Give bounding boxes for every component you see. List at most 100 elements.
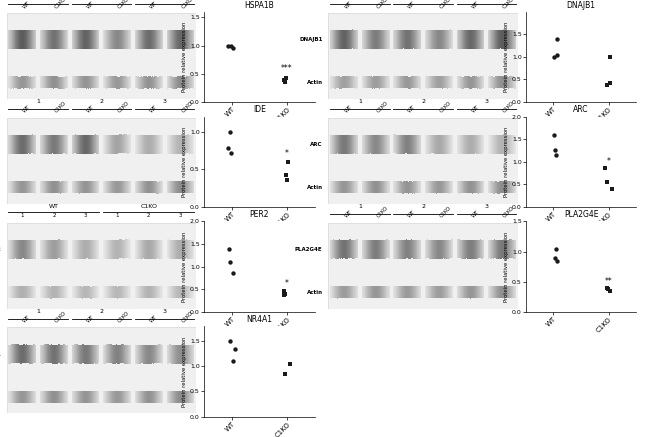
Text: WT: WT bbox=[22, 314, 32, 324]
Title: HSPA1B: HSPA1B bbox=[244, 0, 274, 10]
Text: PER2: PER2 bbox=[0, 246, 1, 252]
Point bbox=[549, 53, 559, 60]
Text: 3: 3 bbox=[162, 309, 166, 314]
Text: WT: WT bbox=[86, 0, 95, 9]
Text: WT: WT bbox=[471, 0, 480, 9]
Text: C1KO: C1KO bbox=[54, 310, 68, 324]
Title: ARC: ARC bbox=[573, 105, 589, 114]
Point bbox=[606, 185, 617, 192]
Text: 3: 3 bbox=[162, 99, 166, 104]
Text: Actin: Actin bbox=[0, 185, 1, 190]
Text: 3: 3 bbox=[179, 213, 182, 218]
Text: WT: WT bbox=[22, 0, 32, 9]
Text: C1KO: C1KO bbox=[439, 205, 452, 219]
Title: DNAJB1: DNAJB1 bbox=[567, 0, 595, 10]
Text: WT: WT bbox=[149, 0, 159, 9]
Point bbox=[229, 345, 240, 352]
Text: WT: WT bbox=[344, 209, 354, 219]
Y-axis label: Protein relative expression: Protein relative expression bbox=[504, 231, 509, 302]
Point bbox=[283, 158, 294, 165]
Text: WT: WT bbox=[471, 104, 480, 114]
Title: NR4A1: NR4A1 bbox=[246, 315, 272, 324]
Text: *: * bbox=[285, 279, 289, 288]
Text: Actin: Actin bbox=[0, 290, 1, 295]
Text: WT: WT bbox=[344, 104, 354, 114]
Point bbox=[226, 42, 237, 49]
Point bbox=[228, 358, 239, 365]
Point bbox=[285, 361, 295, 368]
Text: 1: 1 bbox=[358, 204, 362, 209]
Point bbox=[279, 77, 289, 84]
Text: *: * bbox=[285, 149, 289, 158]
Point bbox=[280, 290, 290, 297]
Point bbox=[604, 80, 615, 87]
Text: WT: WT bbox=[86, 314, 95, 324]
Point bbox=[224, 145, 234, 152]
Text: C1KO: C1KO bbox=[140, 204, 157, 209]
Text: C1KO: C1KO bbox=[181, 0, 194, 9]
Text: HSPA1B: HSPA1B bbox=[0, 37, 1, 42]
Text: 1: 1 bbox=[36, 99, 40, 104]
Text: 3: 3 bbox=[484, 99, 488, 104]
Text: C1KO: C1KO bbox=[376, 205, 389, 219]
Text: **: ** bbox=[605, 277, 612, 286]
Y-axis label: Protein relative expression: Protein relative expression bbox=[182, 231, 187, 302]
Text: 2: 2 bbox=[52, 213, 56, 218]
Point bbox=[602, 284, 612, 291]
Text: WT: WT bbox=[408, 209, 417, 219]
Point bbox=[552, 257, 562, 264]
Text: WT: WT bbox=[344, 0, 354, 9]
Text: WT: WT bbox=[149, 104, 159, 114]
Text: ARC: ARC bbox=[310, 142, 322, 147]
Y-axis label: Protein relative expression: Protein relative expression bbox=[504, 21, 509, 92]
Text: 1: 1 bbox=[358, 99, 362, 104]
Point bbox=[224, 128, 235, 135]
Point bbox=[551, 152, 561, 159]
Text: 2: 2 bbox=[421, 99, 425, 104]
Point bbox=[281, 172, 292, 179]
Text: C1KO: C1KO bbox=[54, 0, 68, 9]
Point bbox=[551, 35, 562, 42]
Text: C1KO: C1KO bbox=[502, 0, 515, 9]
Text: C1KO: C1KO bbox=[502, 205, 515, 219]
Text: Actin: Actin bbox=[0, 395, 1, 399]
Text: IDE: IDE bbox=[0, 142, 1, 147]
Text: WT: WT bbox=[471, 209, 480, 219]
Text: Actin: Actin bbox=[307, 290, 322, 295]
Text: 1: 1 bbox=[116, 213, 119, 218]
Text: 2: 2 bbox=[147, 213, 151, 218]
Text: C1KO: C1KO bbox=[54, 101, 68, 114]
Point bbox=[280, 371, 290, 378]
Point bbox=[605, 287, 616, 294]
Text: WT: WT bbox=[149, 314, 159, 324]
Point bbox=[280, 75, 291, 82]
Point bbox=[279, 288, 289, 295]
Text: 2: 2 bbox=[99, 99, 103, 104]
Text: Actin: Actin bbox=[307, 80, 322, 85]
Y-axis label: Protein relative expression: Protein relative expression bbox=[183, 126, 187, 197]
Text: 2: 2 bbox=[421, 204, 425, 209]
Title: IDE: IDE bbox=[253, 105, 266, 114]
Title: PLA2G4E: PLA2G4E bbox=[564, 210, 598, 219]
Y-axis label: Protein relative expression: Protein relative expression bbox=[504, 126, 509, 197]
Point bbox=[225, 338, 235, 345]
Text: C1KO: C1KO bbox=[181, 310, 194, 324]
Point bbox=[600, 165, 610, 172]
Y-axis label: Protein relative expression: Protein relative expression bbox=[183, 336, 187, 407]
Point bbox=[280, 79, 290, 86]
Text: 1: 1 bbox=[21, 213, 24, 218]
Y-axis label: Protein relative expression: Protein relative expression bbox=[183, 21, 187, 92]
Text: C1KO: C1KO bbox=[117, 0, 131, 9]
Text: ***: *** bbox=[281, 64, 292, 73]
Text: 3: 3 bbox=[84, 213, 87, 218]
Text: WT: WT bbox=[408, 0, 417, 9]
Text: DNAJB1: DNAJB1 bbox=[299, 37, 322, 42]
Text: PLA2G4E: PLA2G4E bbox=[295, 246, 322, 252]
Point bbox=[551, 51, 562, 58]
Title: PER2: PER2 bbox=[250, 210, 269, 219]
Point bbox=[551, 245, 562, 252]
Text: WT: WT bbox=[408, 104, 417, 114]
Text: 3: 3 bbox=[484, 204, 488, 209]
Point bbox=[224, 245, 234, 252]
Point bbox=[226, 149, 237, 156]
